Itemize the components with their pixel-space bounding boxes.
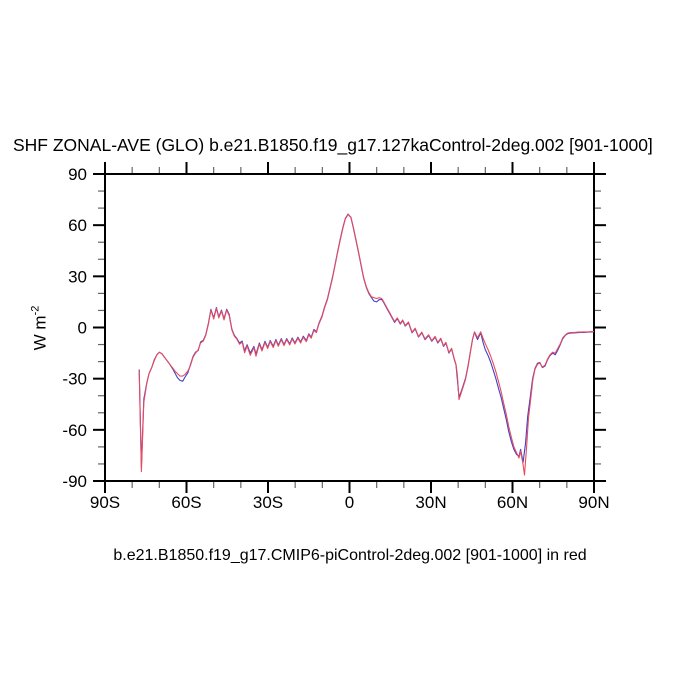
x-tick-label: 60N	[497, 493, 528, 512]
x-tick-label: 90S	[90, 493, 120, 512]
y-tick-label: 60	[68, 216, 87, 235]
x-tick-label: 60S	[171, 493, 201, 512]
plot-frame	[104, 173, 595, 482]
y-tick-label: -30	[62, 370, 87, 389]
y-tick-label: 30	[68, 267, 87, 286]
x-tick-label: 30N	[415, 493, 446, 512]
caption: b.e21.B1850.f19_g17.CMIP6-piControl-2deg…	[113, 547, 587, 564]
y-tick-label: -60	[62, 421, 87, 440]
y-tick-label: -90	[62, 472, 87, 491]
x-tick-label: 90N	[578, 493, 609, 512]
series-line-cmip6-picontrol	[138, 214, 595, 476]
x-tick-label: 30S	[253, 493, 283, 512]
y-tick-label: 90	[68, 165, 87, 184]
chart-title: SHF ZONAL-AVE (GLO) b.e21.B1850.f19_g17.…	[13, 135, 653, 155]
x-tick-label: 0	[345, 493, 354, 512]
series-line-127ka-control	[138, 213, 595, 468]
y-tick-label: 0	[78, 319, 87, 338]
